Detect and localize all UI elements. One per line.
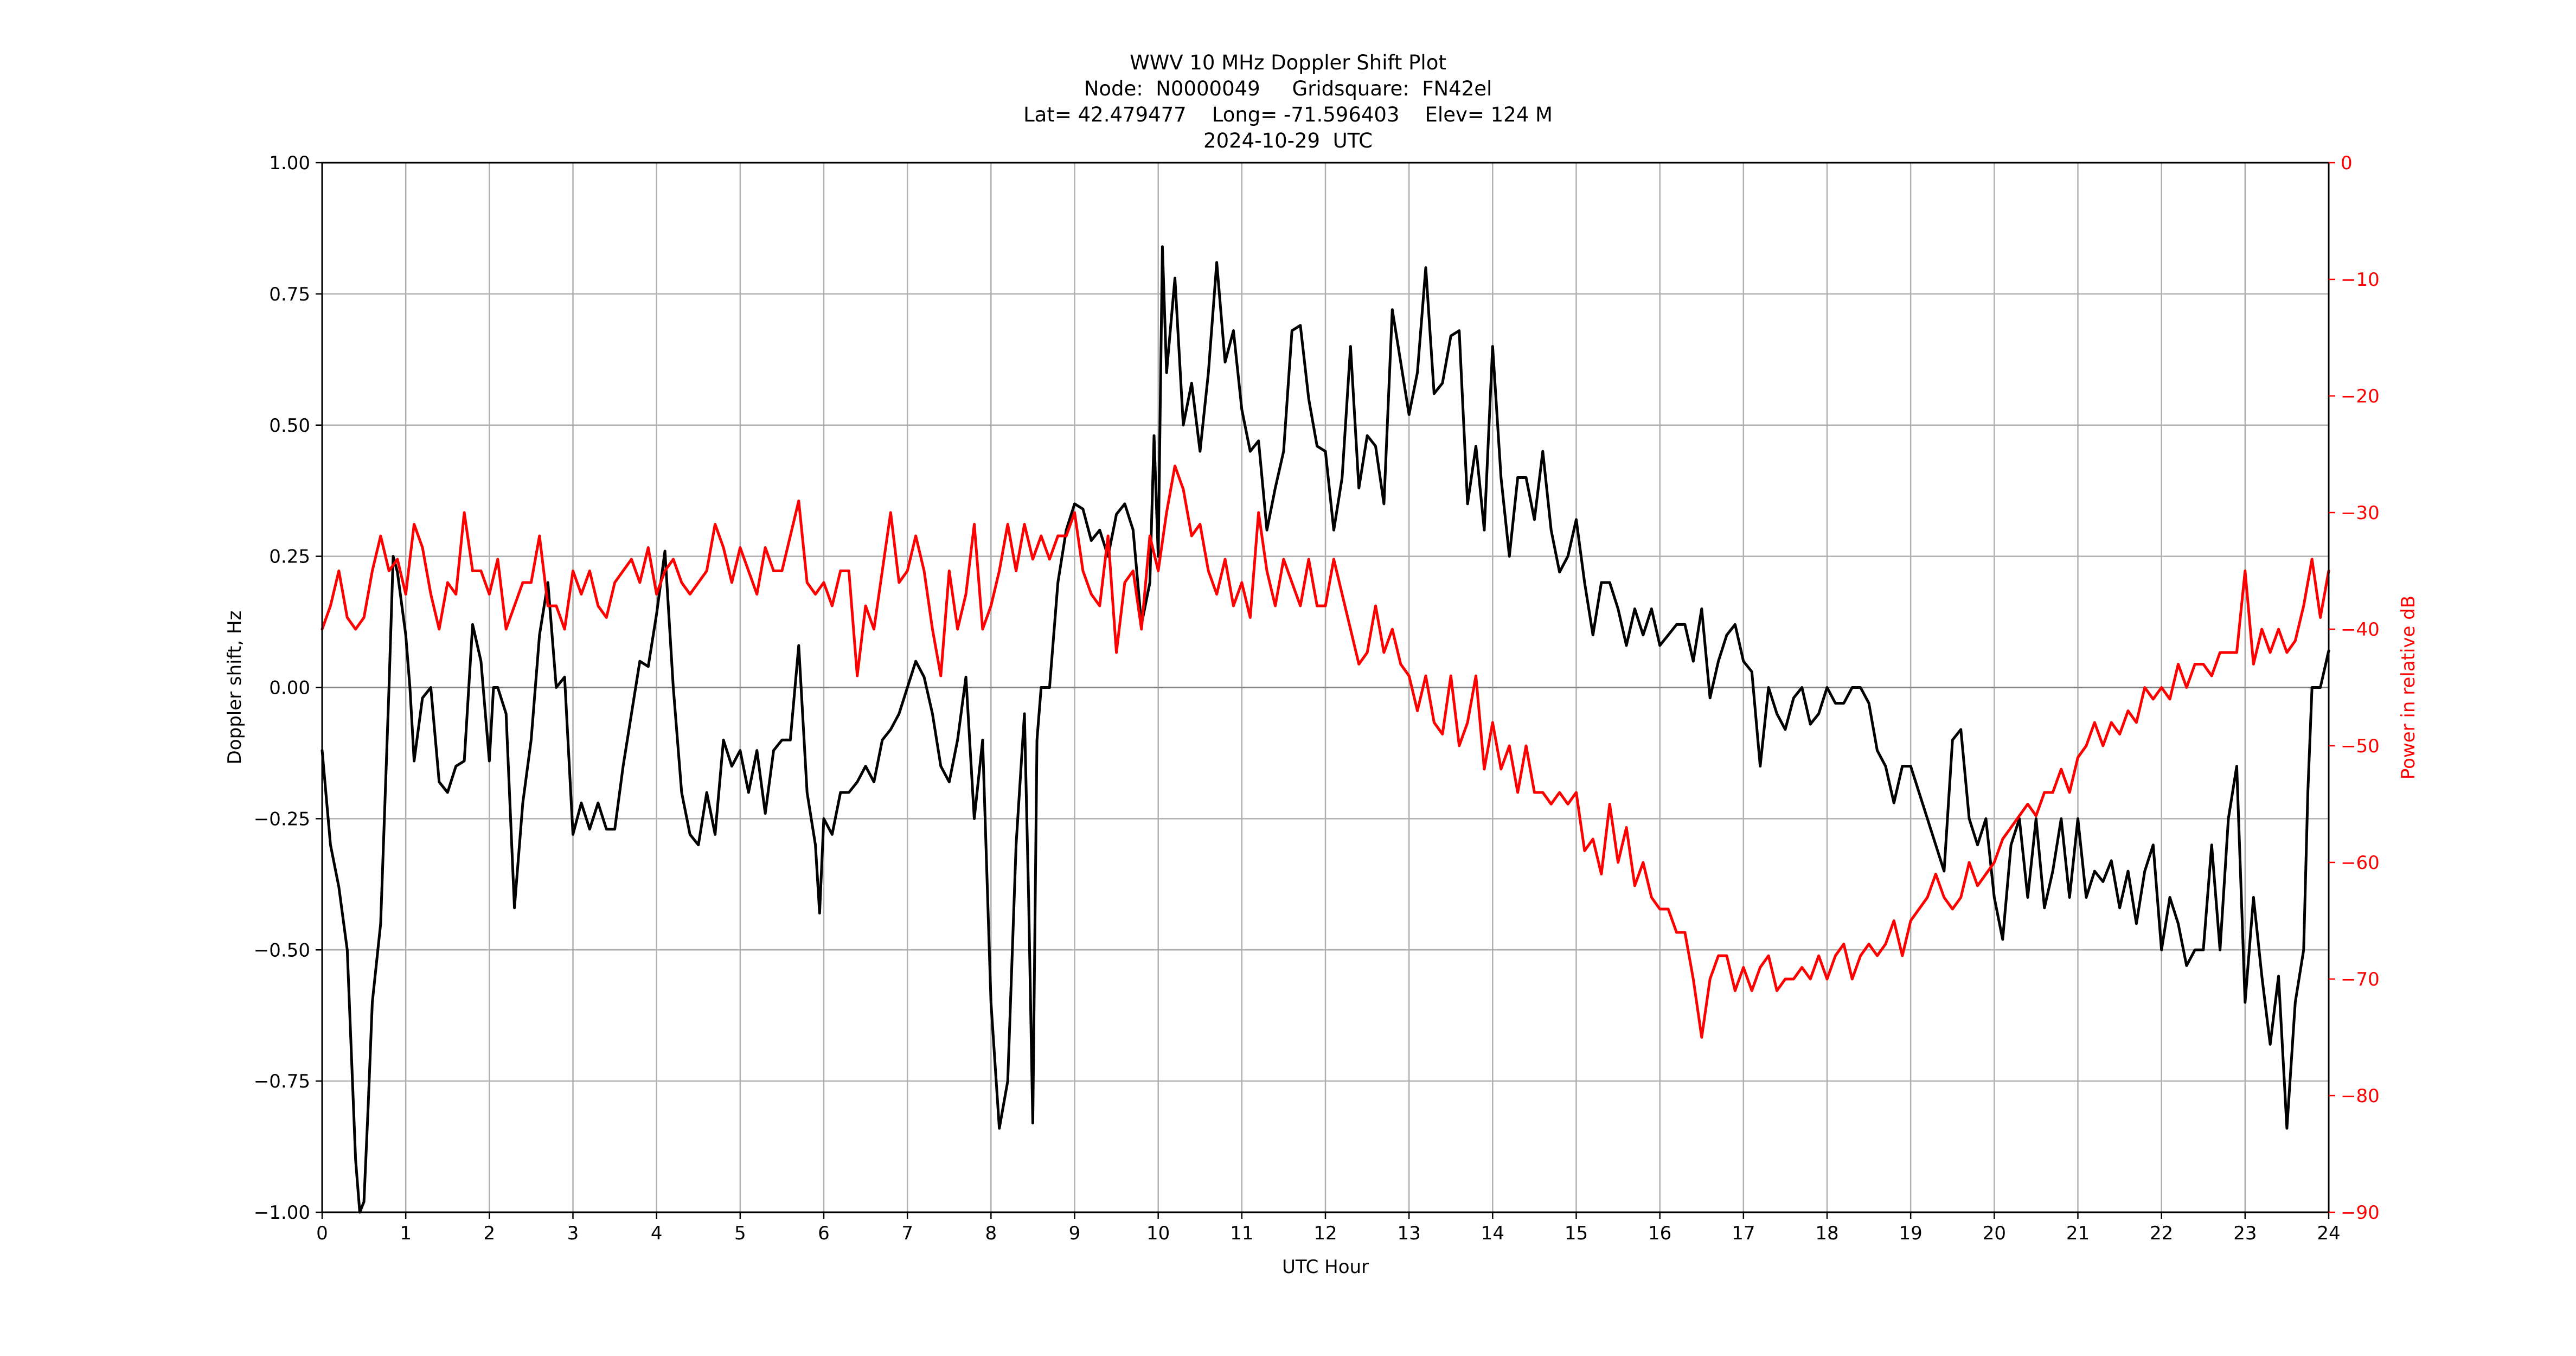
x-tick-label: 12 bbox=[1313, 1223, 1337, 1244]
y2-tick-label: 0 bbox=[2341, 152, 2353, 174]
y-tick-label: 0.00 bbox=[269, 677, 310, 699]
y2-tick-label: −40 bbox=[2341, 619, 2380, 641]
x-tick-label: 3 bbox=[567, 1223, 579, 1244]
y-tick-label: 0.75 bbox=[269, 284, 310, 305]
chart-subtitle-date: 2024-10-29 UTC bbox=[1203, 129, 1373, 152]
x-tick-label: 6 bbox=[818, 1223, 830, 1244]
chart-title: WWV 10 MHz Doppler Shift Plot bbox=[1130, 51, 1446, 74]
y-tick-label: −0.25 bbox=[254, 808, 310, 830]
x-axis-ticks: 0 1 2 3 4 5 6 7 8 9 10 11 12 13 14 15 16 17 18 19 20 21 22 23 24 bbox=[316, 1212, 2341, 1244]
y2-tick-label: −20 bbox=[2341, 386, 2380, 407]
y2-tick-label: −50 bbox=[2341, 735, 2380, 757]
x-tick-label: 13 bbox=[1398, 1223, 1421, 1244]
x-tick-label: 19 bbox=[1899, 1223, 1923, 1244]
x-tick-label: 17 bbox=[1732, 1223, 1755, 1244]
x-tick-label: 14 bbox=[1481, 1223, 1504, 1244]
y2-axis-ticks: 0 −10 −20 −30 −40 −50 −60 −70 −80 −90 bbox=[2329, 152, 2380, 1224]
y-tick-label: −0.50 bbox=[254, 939, 310, 961]
y2-tick-label: −80 bbox=[2341, 1085, 2380, 1107]
x-tick-label: 8 bbox=[985, 1223, 997, 1244]
doppler-series-line bbox=[321, 245, 2330, 1214]
x-tick-label: 9 bbox=[1069, 1223, 1081, 1244]
y2-tick-label: −60 bbox=[2341, 852, 2380, 874]
x-tick-label: 0 bbox=[316, 1223, 328, 1244]
x-tick-label: 22 bbox=[2150, 1223, 2173, 1244]
power-series-line bbox=[321, 464, 2330, 1039]
y2-tick-label: −90 bbox=[2341, 1202, 2380, 1224]
x-tick-label: 23 bbox=[2233, 1223, 2257, 1244]
x-tick-label: 20 bbox=[1983, 1223, 2006, 1244]
x-tick-label: 5 bbox=[734, 1223, 746, 1244]
y2-tick-label: −10 bbox=[2341, 269, 2380, 291]
x-axis-label: UTC Hour bbox=[1282, 1256, 1369, 1278]
x-tick-label: 24 bbox=[2317, 1223, 2340, 1244]
y-tick-label: 1.00 bbox=[269, 152, 310, 174]
y-tick-label: 0.50 bbox=[269, 415, 310, 437]
x-tick-label: 16 bbox=[1648, 1223, 1671, 1244]
y2-axis-label: Power in relative dB bbox=[2398, 596, 2419, 779]
chart-subtitle-location: Lat= 42.479477 Long= -71.596403 Elev= 12… bbox=[1023, 103, 1553, 126]
x-tick-label: 11 bbox=[1230, 1223, 1253, 1244]
x-tick-label: 4 bbox=[651, 1223, 663, 1244]
x-tick-label: 7 bbox=[901, 1223, 913, 1244]
y-tick-label: −0.75 bbox=[254, 1071, 310, 1092]
x-tick-label: 21 bbox=[2066, 1223, 2090, 1244]
x-tick-label: 1 bbox=[400, 1223, 412, 1244]
y-axis-ticks: 1.00 0.75 0.50 0.25 0.00 −0.25 −0.50 −0.75 −1.00 bbox=[254, 152, 322, 1224]
y2-tick-label: −70 bbox=[2341, 969, 2380, 990]
series-layer bbox=[321, 245, 2330, 1214]
y-axis-label: Doppler shift, Hz bbox=[224, 611, 246, 765]
x-tick-label: 15 bbox=[1565, 1223, 1588, 1244]
x-tick-label: 10 bbox=[1146, 1223, 1170, 1244]
chart-subtitle-node: Node: N0000049 Gridsquare: FN42el bbox=[1084, 77, 1492, 100]
y-tick-label: −1.00 bbox=[254, 1202, 310, 1224]
x-tick-label: 18 bbox=[1815, 1223, 1838, 1244]
y2-tick-label: −30 bbox=[2341, 502, 2380, 524]
x-tick-label: 2 bbox=[484, 1223, 496, 1244]
y-tick-label: 0.25 bbox=[269, 546, 310, 568]
